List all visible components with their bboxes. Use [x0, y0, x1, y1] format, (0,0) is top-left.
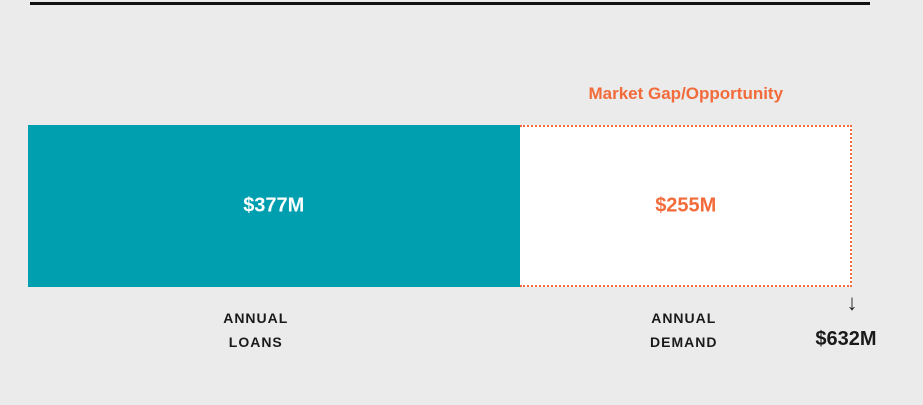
value-label: $377M — [243, 194, 305, 217]
top-rule — [30, 2, 870, 5]
bar-segment — [28, 125, 520, 287]
annotation: Market Gap/Opportunity — [588, 84, 784, 103]
category-label: ANNUAL LOANS — [223, 310, 289, 350]
total-arrow: ↓ — [846, 290, 858, 315]
category-label: ANNUAL DEMAND — [650, 310, 718, 350]
bar-segment — [519, 125, 852, 287]
total-label: $632M — [815, 328, 877, 350]
value-label: $255M — [655, 194, 717, 217]
